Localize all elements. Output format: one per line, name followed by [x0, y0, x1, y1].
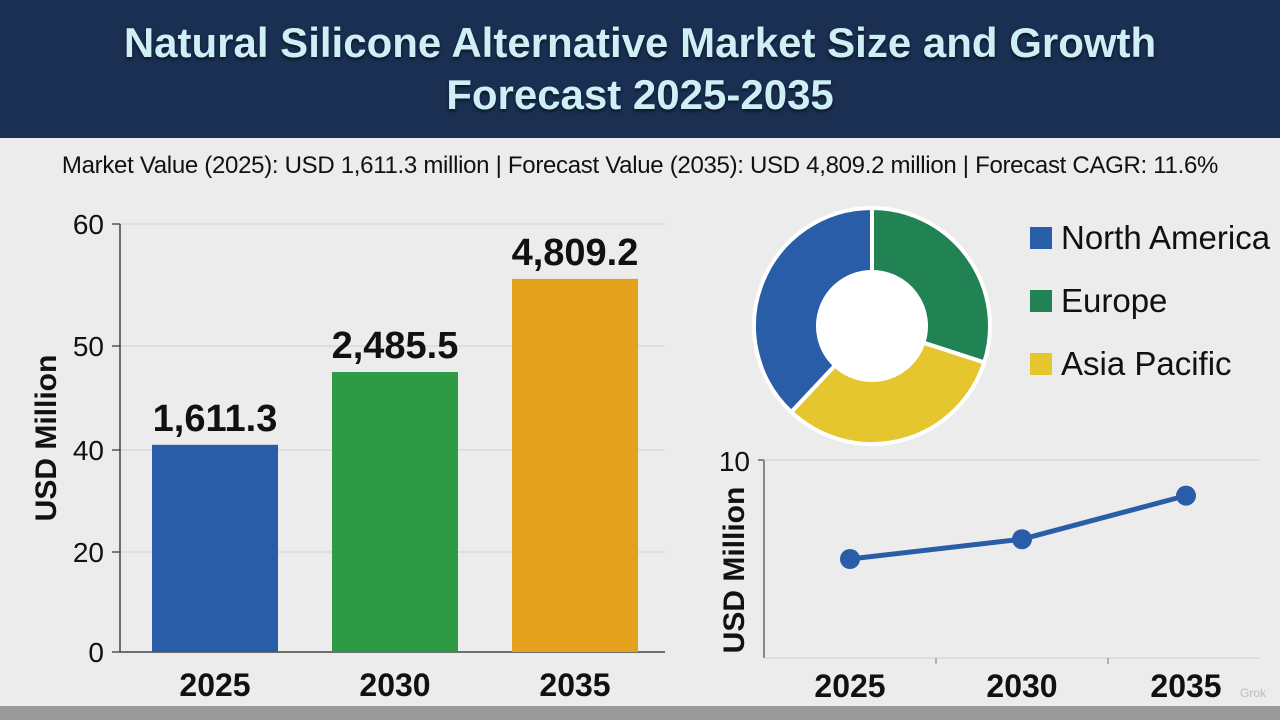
- bar-2035: [512, 278, 638, 652]
- line-point-2035: [1176, 485, 1196, 506]
- donut-slice-north-america: [752, 205, 874, 415]
- y-tick-label: 60: [73, 209, 104, 240]
- bar-2025: [152, 444, 278, 652]
- bar-value-label: 2,485.5: [332, 325, 459, 367]
- donut-slice-asia-pacific: [788, 340, 987, 446]
- market-summary: Market Value (2025): USD 1,611.3 million…: [61, 152, 1219, 179]
- legend-label: North America: [1061, 219, 1271, 256]
- donut-hole: [820, 274, 924, 378]
- line-point-2025: [840, 549, 860, 569]
- line-chart: 10 USD Million 2025 2030 2035: [718, 446, 1260, 704]
- x-tick-label: 2030: [359, 667, 430, 703]
- page-title: Natural Silicone Alternative Market Size…: [123, 19, 1157, 118]
- legend-swatch: [1030, 227, 1052, 249]
- donut-slice-europe: [870, 205, 992, 365]
- x-tick-label: 2030: [986, 668, 1057, 704]
- x-tick-label: 2035: [539, 667, 610, 703]
- y-tick-label: 10: [719, 446, 750, 477]
- y-tick-label: 20: [73, 537, 104, 568]
- y-tick-label: 0: [88, 637, 104, 668]
- line-point-2030: [1012, 529, 1032, 550]
- legend-label: Europe: [1061, 282, 1167, 319]
- donut-chart: North America Europe Asia Pacific: [752, 205, 1271, 446]
- legend-swatch: [1030, 290, 1052, 312]
- bar-value-label: 1,611.3: [153, 398, 278, 440]
- y-axis-label: USD Million: [30, 355, 63, 522]
- watermark: Grok: [1239, 686, 1266, 700]
- line-series: [849, 493, 1187, 562]
- x-tick-label: 2035: [1150, 668, 1221, 704]
- y-axis-label: USD Million: [718, 487, 751, 654]
- y-tick-label: 50: [73, 331, 104, 362]
- bottom-strip: [0, 706, 1280, 720]
- x-tick-label: 2025: [179, 667, 250, 703]
- y-tick-label: 40: [73, 435, 104, 466]
- x-tick-label: 2025: [814, 668, 885, 704]
- bar-2030: [332, 372, 458, 652]
- legend-swatch: [1030, 353, 1052, 375]
- legend-label: Asia Pacific: [1061, 345, 1232, 382]
- bar-value-label: 4,809.2: [512, 232, 639, 274]
- bar-chart: 60 50 40 20 0 USD Million 1,611.3 2025 2,485.5 20…: [30, 209, 665, 703]
- header-banner: Natural Silicone Alternative Market Size…: [0, 0, 1280, 138]
